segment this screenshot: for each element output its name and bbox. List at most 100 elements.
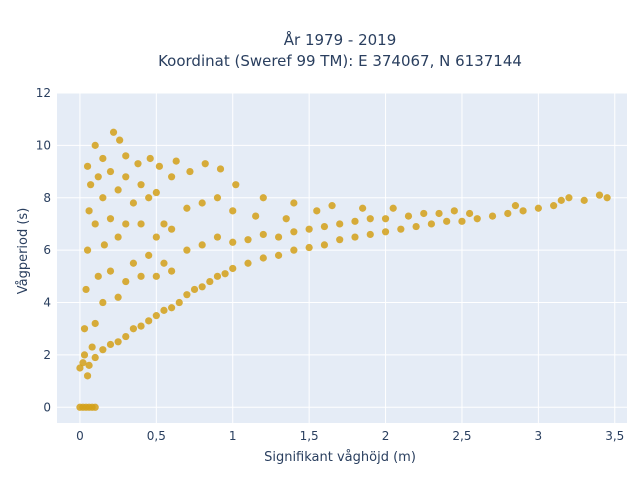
data-point (91, 141, 99, 149)
data-point (213, 272, 222, 280)
data-point (168, 225, 176, 233)
data-point (351, 233, 359, 241)
data-point (229, 207, 237, 215)
data-point (473, 215, 481, 223)
data-point (175, 298, 183, 307)
data-point (145, 194, 153, 202)
data-point (183, 204, 191, 212)
data-point (458, 217, 466, 225)
data-point (381, 215, 390, 223)
data-point (116, 136, 124, 144)
y-tick-label: 10 (36, 138, 51, 152)
data-point (99, 194, 107, 202)
data-point (160, 306, 168, 314)
data-point (106, 215, 115, 223)
data-point (351, 217, 359, 225)
data-point (83, 246, 92, 254)
data-point (557, 196, 565, 204)
data-point (80, 325, 89, 333)
data-point (87, 181, 95, 189)
y-tick-label: 8 (43, 191, 51, 205)
data-point (94, 272, 102, 280)
data-point (100, 241, 108, 249)
data-point (106, 167, 115, 176)
data-point (565, 194, 573, 202)
data-point (152, 272, 160, 280)
data-point (160, 259, 168, 267)
data-point (305, 243, 313, 252)
data-point (99, 298, 107, 307)
data-point (450, 207, 458, 215)
data-point (244, 236, 252, 244)
data-point (313, 207, 321, 215)
data-point (381, 228, 390, 236)
data-point (504, 209, 512, 218)
data-point (83, 372, 92, 380)
data-point (172, 157, 180, 165)
data-point (580, 196, 588, 204)
data-point (603, 194, 611, 202)
data-point (534, 204, 542, 212)
x-tick-label: 3 (535, 429, 543, 443)
data-point (79, 359, 87, 367)
x-tick-label: 3,5 (605, 429, 624, 443)
data-point (129, 199, 138, 207)
data-point (122, 277, 130, 286)
data-point (82, 285, 90, 294)
data-point (91, 353, 99, 362)
data-point (366, 230, 374, 239)
x-tick-label: 2,5 (452, 429, 471, 443)
data-point (328, 202, 336, 210)
data-point (91, 319, 99, 328)
data-point (114, 233, 122, 241)
data-point (435, 209, 443, 218)
data-point (122, 220, 130, 228)
data-point (359, 204, 367, 212)
x-axis-title: Signifikant våghöjd (m) (264, 450, 416, 465)
data-point (259, 254, 267, 262)
data-point (511, 202, 520, 210)
data-point (145, 317, 153, 325)
data-point (412, 222, 420, 231)
data-point (198, 199, 206, 207)
y-tick-label: 12 (36, 86, 51, 100)
data-point (186, 167, 194, 176)
data-point (290, 228, 298, 236)
data-point (109, 128, 118, 136)
x-tick-label: 1 (229, 429, 237, 443)
data-point (168, 304, 176, 312)
data-point (80, 351, 89, 359)
data-point (76, 364, 84, 372)
data-point (152, 312, 160, 320)
data-point (122, 173, 130, 181)
data-point (244, 259, 252, 267)
data-point (155, 162, 163, 170)
data-point (397, 225, 405, 233)
x-tick-label: 0 (76, 429, 84, 443)
data-point (106, 267, 115, 275)
data-point (213, 233, 222, 241)
data-point (137, 322, 145, 330)
data-point (443, 217, 451, 225)
data-point (114, 293, 122, 301)
y-axis-ticks: 0 2 4 6 8 10 12 (36, 86, 51, 414)
data-point (404, 212, 413, 220)
data-point (183, 246, 191, 254)
x-tick-label: 0,5 (147, 429, 166, 443)
data-point (114, 338, 122, 346)
data-point (206, 277, 214, 286)
data-point (290, 246, 298, 254)
data-point (137, 181, 145, 189)
data-point (320, 241, 329, 249)
data-point (168, 173, 176, 181)
data-point (129, 325, 138, 333)
data-point (259, 194, 267, 202)
grid-lines (57, 92, 627, 423)
data-point (83, 162, 92, 170)
data-point (336, 220, 344, 228)
data-point (168, 267, 176, 275)
y-tick-label: 2 (43, 348, 51, 362)
data-point (216, 165, 225, 173)
data-point (183, 291, 191, 299)
data-point (427, 220, 435, 228)
